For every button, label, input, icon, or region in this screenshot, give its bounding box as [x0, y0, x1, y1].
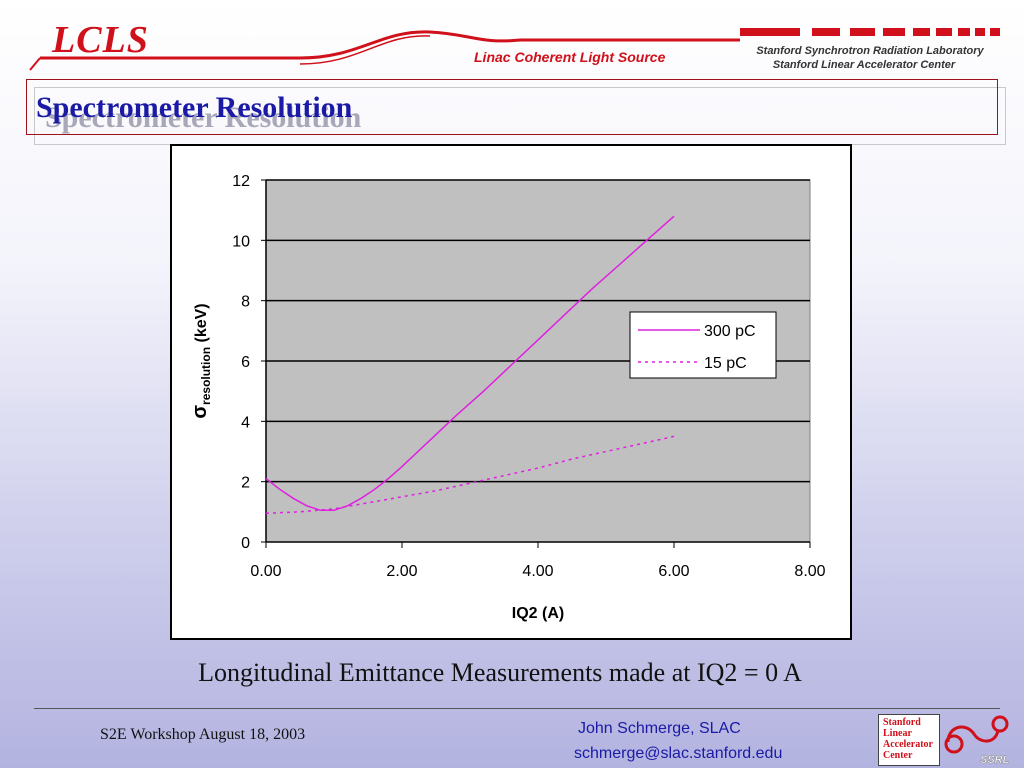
x-axis-label: IQ2 (A) — [512, 605, 564, 622]
x-tick-label: 0.00 — [250, 563, 281, 580]
series-lines — [265, 215, 675, 515]
y-tick-label: 0 — [241, 535, 250, 552]
chart-svg: 0 2 4 6 8 10 12 0.00 2.00 4.00 6.00 8.00 300 pC 15 … — [189, 173, 826, 622]
slide-caption: Longitudinal Emittance Measurements made… — [198, 658, 802, 687]
axes — [265, 180, 811, 548]
header-lab-line1: Stanford Synchrotron Radiation Laborator… — [756, 45, 984, 57]
y-tick-label: 10 — [232, 233, 250, 250]
y-axis-label-unit: (keV) — [193, 303, 210, 347]
y-axis-label: σresolution (keV) — [189, 303, 213, 418]
slide-title-shadow: Spectrometer Resolution — [45, 101, 362, 134]
slide-title: Spectrometer Resolution — [36, 91, 353, 124]
series-line-1 — [265, 215, 675, 512]
y-tick-label: 6 — [241, 354, 250, 371]
footer-email[interactable]: schmerge@slac.stanford.edu — [574, 745, 783, 762]
slac-logo-word-4: Center — [883, 750, 913, 761]
header-stripe-bar — [740, 28, 1000, 36]
x-tick-label: 6.00 — [658, 563, 689, 580]
x-tick-label: 2.00 — [386, 563, 417, 580]
legend: 300 pC 15 pC — [629, 311, 777, 379]
header-subtitle: Linac Coherent Light Source — [474, 49, 666, 65]
slac-logo-word-1: Stanford — [883, 717, 921, 728]
footer-divider — [34, 708, 1000, 709]
y-tick-label: 2 — [241, 475, 250, 492]
legend-box — [629, 311, 777, 379]
title-frame — [26, 79, 998, 135]
y-tick-label: 12 — [232, 173, 250, 190]
x-tick-label: 4.00 — [522, 563, 553, 580]
y-tick-labels: 0 2 4 6 8 10 12 — [232, 173, 250, 552]
slac-logo-word-2: Linear — [883, 728, 912, 739]
slac-logo: Stanford Linear Accelerator Center — [878, 714, 940, 766]
chart-frame: 0 2 4 6 8 10 12 0.00 2.00 4.00 6.00 8.00 300 pC 15 … — [170, 144, 852, 640]
x-tick-labels: 0.00 2.00 4.00 6.00 8.00 — [250, 563, 825, 580]
y-tick-label: 8 — [241, 294, 250, 311]
header-graphic — [29, 28, 1000, 71]
header-lab-line2: Stanford Linear Accelerator Center — [772, 59, 956, 71]
footer-workshop: S2E Workshop August 18, 2003 — [100, 726, 306, 743]
legend-label: 300 pC — [704, 323, 756, 340]
x-tick-label: 8.00 — [794, 563, 825, 580]
legend-label: 15 pC — [704, 355, 747, 372]
footer-author: John Schmerge, SLAC — [578, 720, 741, 737]
y-axis-label-symbol: σ — [189, 405, 211, 419]
ssrl-logo-text: SSRL — [980, 754, 1010, 766]
ssrl-logo: SSRL — [944, 715, 1010, 766]
slac-logo-word-3: Accelerator — [883, 739, 933, 750]
y-tick-label: 4 — [241, 414, 250, 431]
lcls-logo: LCLS — [52, 19, 149, 61]
y-axis-label-subscript: resolution — [199, 347, 213, 405]
